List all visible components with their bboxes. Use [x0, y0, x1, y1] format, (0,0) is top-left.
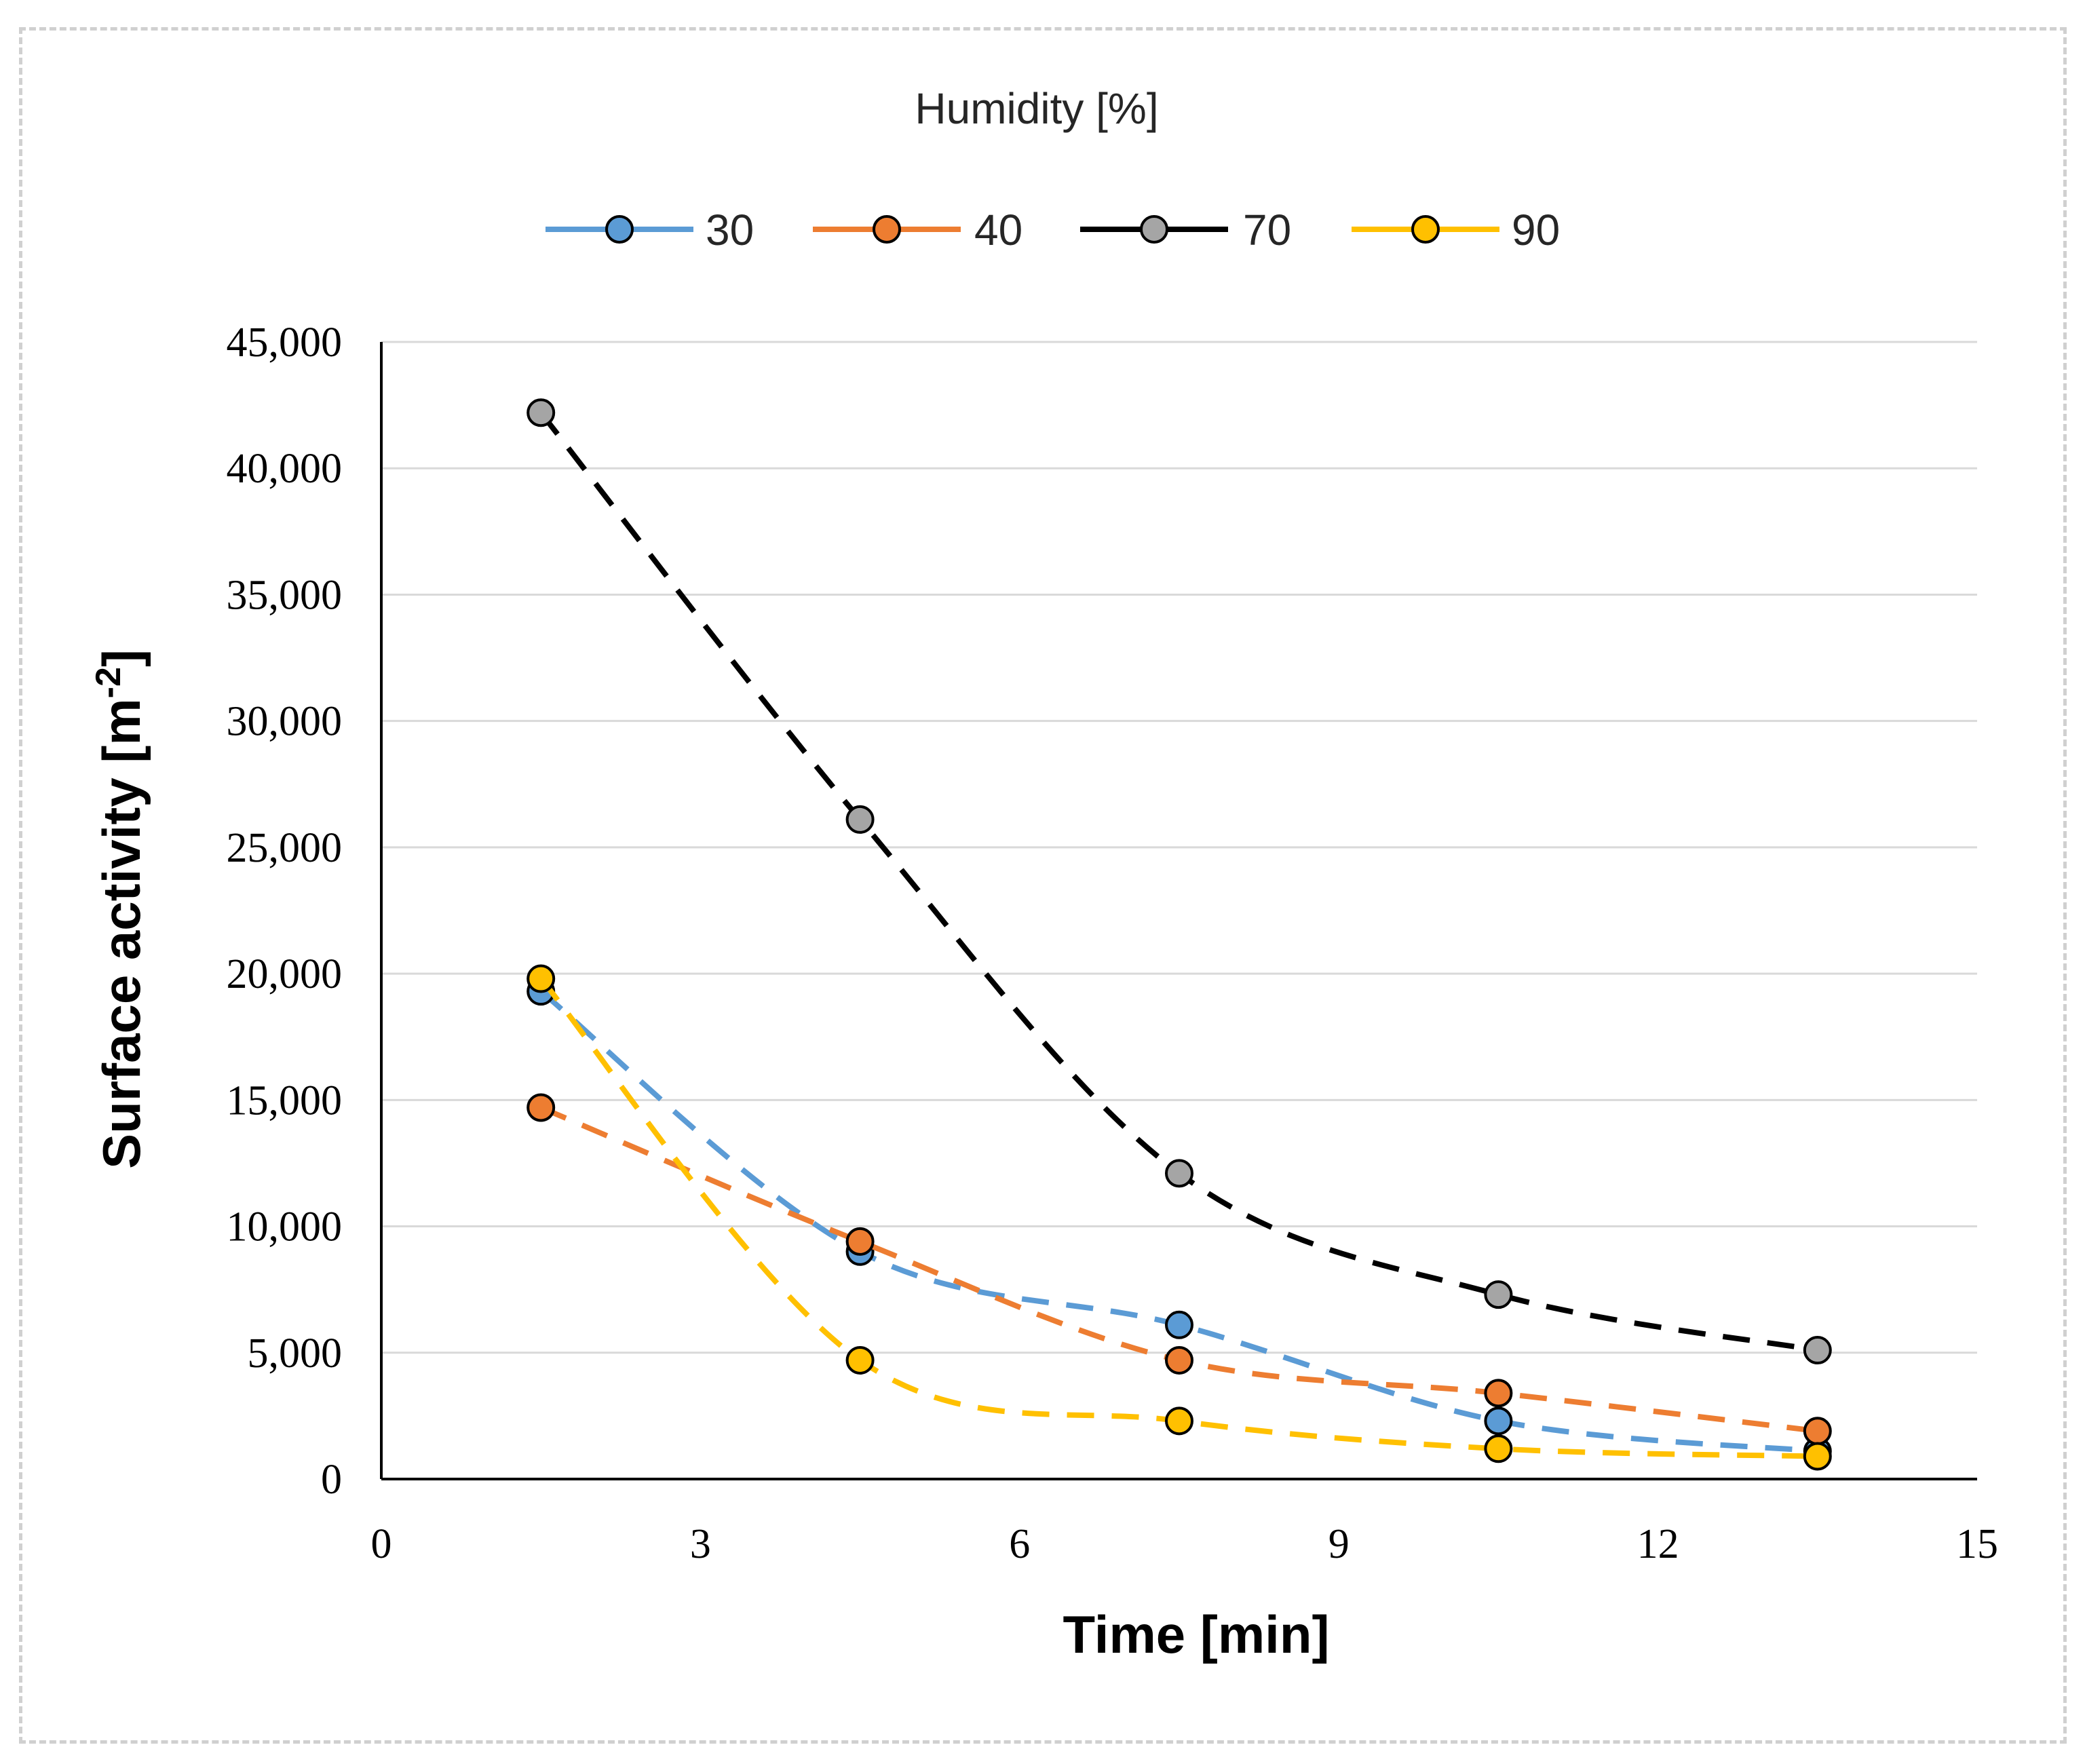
series-90: [527, 964, 1832, 1471]
data-point-70: [1484, 1280, 1513, 1309]
data-point-40: [1165, 1345, 1193, 1375]
legend-title: Humidity [%]: [915, 84, 1158, 133]
y-tick-label: 25,000: [227, 825, 343, 871]
series-line-40: [539, 1105, 1818, 1434]
data-point-90: [1165, 1406, 1193, 1436]
y-tick-label: 35,000: [227, 572, 343, 618]
y-tick-label: 15,000: [227, 1077, 343, 1124]
x-tick-label: 6: [1009, 1521, 1030, 1567]
legend-marker: [873, 215, 901, 244]
data-point-40: [1484, 1379, 1513, 1408]
y-tick-label: 0: [321, 1457, 342, 1503]
x-tick-label: 12: [1637, 1521, 1679, 1567]
legend-item-90: 90: [1352, 206, 1560, 254]
y-tick-label: 20,000: [227, 951, 343, 997]
series-70: [527, 398, 1832, 1365]
x-tick-label: 0: [371, 1521, 392, 1567]
series-30: [527, 977, 1832, 1466]
y-axis-title-end: ]: [92, 649, 151, 667]
x-tick-label: 15: [1956, 1521, 1998, 1567]
y-tick-label: 30,000: [227, 699, 343, 745]
data-point-90: [527, 964, 556, 993]
data-point-90: [1484, 1434, 1513, 1463]
series-40: [527, 1093, 1832, 1446]
legend-marker: [1140, 215, 1168, 244]
data-point-30: [1484, 1406, 1513, 1436]
series-line-70: [539, 410, 1818, 1353]
legend-marker: [1411, 215, 1440, 244]
data-point-30: [1165, 1310, 1193, 1339]
x-tick-label: 9: [1328, 1521, 1350, 1567]
data-point-90: [1803, 1442, 1832, 1471]
y-axis-title-main: Surface activity [m: [92, 698, 151, 1169]
data-point-70: [1165, 1159, 1193, 1188]
legend-item-30: 30: [546, 206, 754, 254]
series-lines: [527, 398, 1832, 1471]
x-tick-label: 3: [690, 1521, 711, 1567]
gridlines: [381, 341, 1977, 1354]
y-tick-label: 40,000: [227, 446, 343, 492]
series-line-30: [539, 989, 1818, 1455]
data-point-40: [1803, 1417, 1832, 1446]
y-tick-label: 5,000: [248, 1330, 343, 1377]
tick-labels: 0 5,000 10,000 15,000 20,000 25,000 30,000 35,0…: [227, 320, 1999, 1567]
y-tick-label: 45,000: [227, 320, 343, 366]
data-point-40: [527, 1093, 556, 1122]
data-point-90: [845, 1345, 875, 1375]
data-point-40: [845, 1227, 875, 1256]
chart-frame: [19, 27, 2067, 1744]
series-line-90: [539, 976, 1818, 1459]
y-tick-label: 10,000: [227, 1204, 343, 1250]
legend-item-40: 40: [813, 206, 1022, 254]
legend-label: 40: [974, 206, 1022, 254]
legend: Humidity [%] 30 40 70 90: [546, 84, 1560, 254]
data-point-70: [845, 805, 875, 834]
legend-item-70: 70: [1080, 206, 1291, 254]
data-point-70: [1803, 1336, 1832, 1365]
legend-label: 70: [1243, 206, 1291, 254]
legend-label: 30: [706, 206, 754, 254]
legend-marker: [605, 215, 634, 244]
axes: [380, 342, 1977, 1480]
x-axis-title: Time [min]: [1063, 1605, 1330, 1664]
y-axis-title-superscript: -2: [89, 667, 128, 698]
legend-label: 90: [1512, 206, 1560, 254]
data-point-70: [527, 398, 556, 427]
y-axis-title: Surface activity [m-2]: [89, 649, 151, 1169]
